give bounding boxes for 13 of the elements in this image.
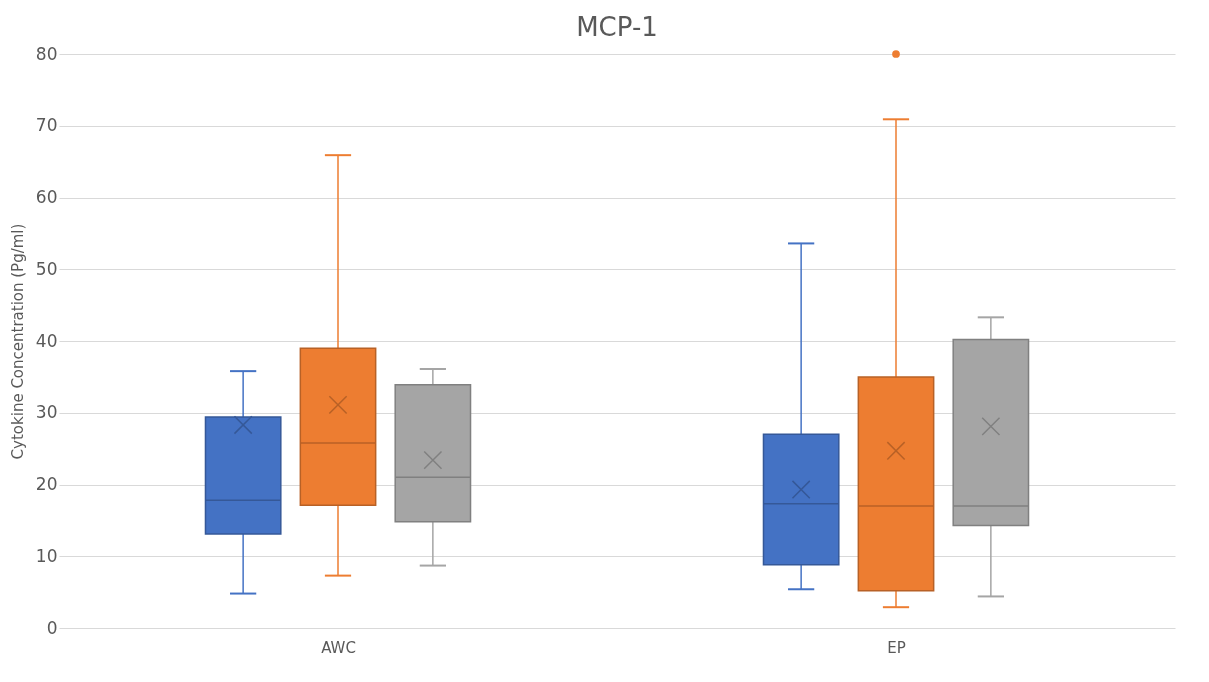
y-tick-label: 70	[35, 115, 58, 136]
y-tick-label: 80	[35, 43, 58, 64]
y-tick-label: 0	[46, 617, 58, 638]
y-axis-title: Cytokine Concentration (Pg/ml)	[8, 223, 27, 460]
y-tick-label: 60	[35, 187, 58, 207]
y-tick-label: 20	[35, 474, 58, 494]
y-tick-label: 50	[35, 258, 58, 279]
chart-title: MCP-1	[576, 12, 658, 42]
y-tick-label: 10	[35, 545, 58, 566]
x-tick-label: EP	[887, 638, 906, 657]
y-tick-label: 40	[35, 330, 58, 351]
y-tick-label: 30	[35, 402, 58, 423]
x-tick-label: AWC	[321, 638, 356, 657]
